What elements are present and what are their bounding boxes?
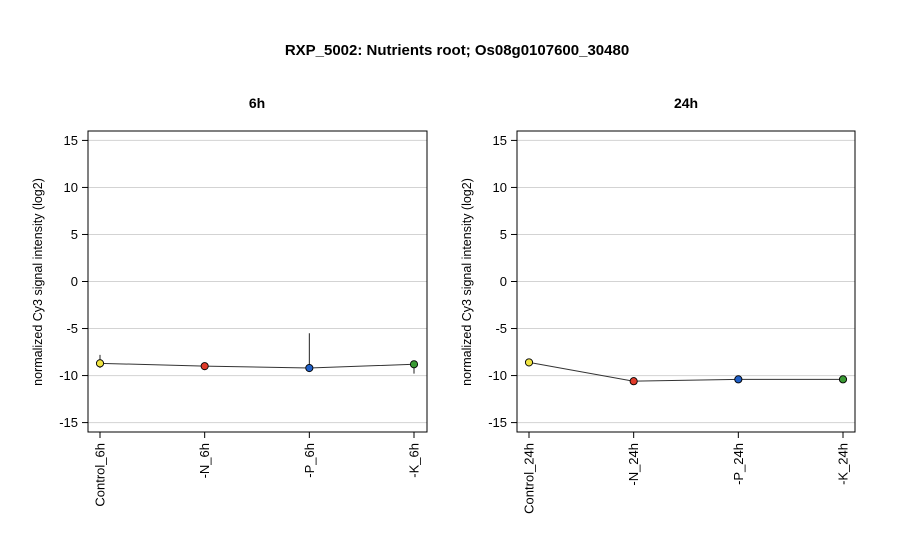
y-tick-label: -15 <box>488 415 507 430</box>
x-tick-label: -N_24h <box>626 443 641 486</box>
y-tick-label: 0 <box>71 274 78 289</box>
data-point <box>95 359 105 368</box>
data-point <box>838 375 848 384</box>
x-tick-label: Control_6h <box>93 443 108 507</box>
y-tick-label: -15 <box>59 415 78 430</box>
x-tick-label: -N_6h <box>197 443 212 478</box>
x-tick-label: Control_24h <box>522 443 537 514</box>
x-tick-label: -P_24h <box>731 443 746 485</box>
y-tick-label: 5 <box>71 227 78 242</box>
y-axis-label: normalized Cy3 signal intensity (log2) <box>460 178 474 386</box>
panel-title: 24h <box>674 95 698 111</box>
y-tick-label: -5 <box>495 321 507 336</box>
panel-6h: 6h normalized Cy3 signal intensity (log2… <box>31 95 428 507</box>
y-tick-label: 15 <box>64 133 78 148</box>
y-tick-label: 10 <box>493 180 507 195</box>
y-tick-label: -10 <box>488 368 507 383</box>
y-tick-label: 10 <box>64 180 78 195</box>
y-tick-label: -5 <box>66 321 78 336</box>
plot-area: -15 -10 -5 0 5 10 15 Control_6h -N_6h -P_6h -K_6h <box>59 130 428 507</box>
data-point <box>629 377 638 386</box>
data-point <box>734 375 743 384</box>
x-tick-label: -P_6h <box>302 443 317 478</box>
y-tick-label: -10 <box>59 368 78 383</box>
data-point <box>409 360 419 369</box>
plot-frame <box>516 130 856 433</box>
plot-frame <box>87 130 428 433</box>
panel-title: 6h <box>249 95 265 111</box>
data-point <box>200 362 209 371</box>
x-tick-label: -K_24h <box>836 443 851 485</box>
y-tick-label: 0 <box>500 274 507 289</box>
panel-24h: 24h normalized Cy3 signal intensity (log… <box>460 95 856 514</box>
series-line <box>528 361 843 382</box>
y-axis-label: normalized Cy3 signal intensity (log2) <box>31 178 45 386</box>
y-tick-label: 15 <box>493 133 507 148</box>
x-tick-label: -K_6h <box>407 443 422 478</box>
data-point <box>305 363 314 373</box>
y-tick-label: 5 <box>500 227 507 242</box>
plot-area: -15 -10 -5 0 5 10 15 Control_24h -N_24h -P_24h -K_… <box>488 130 856 514</box>
data-point <box>524 358 534 367</box>
series-line <box>99 362 415 369</box>
figure-title: RXP_5002: Nutrients root; Os08g0107600_3… <box>285 42 629 59</box>
